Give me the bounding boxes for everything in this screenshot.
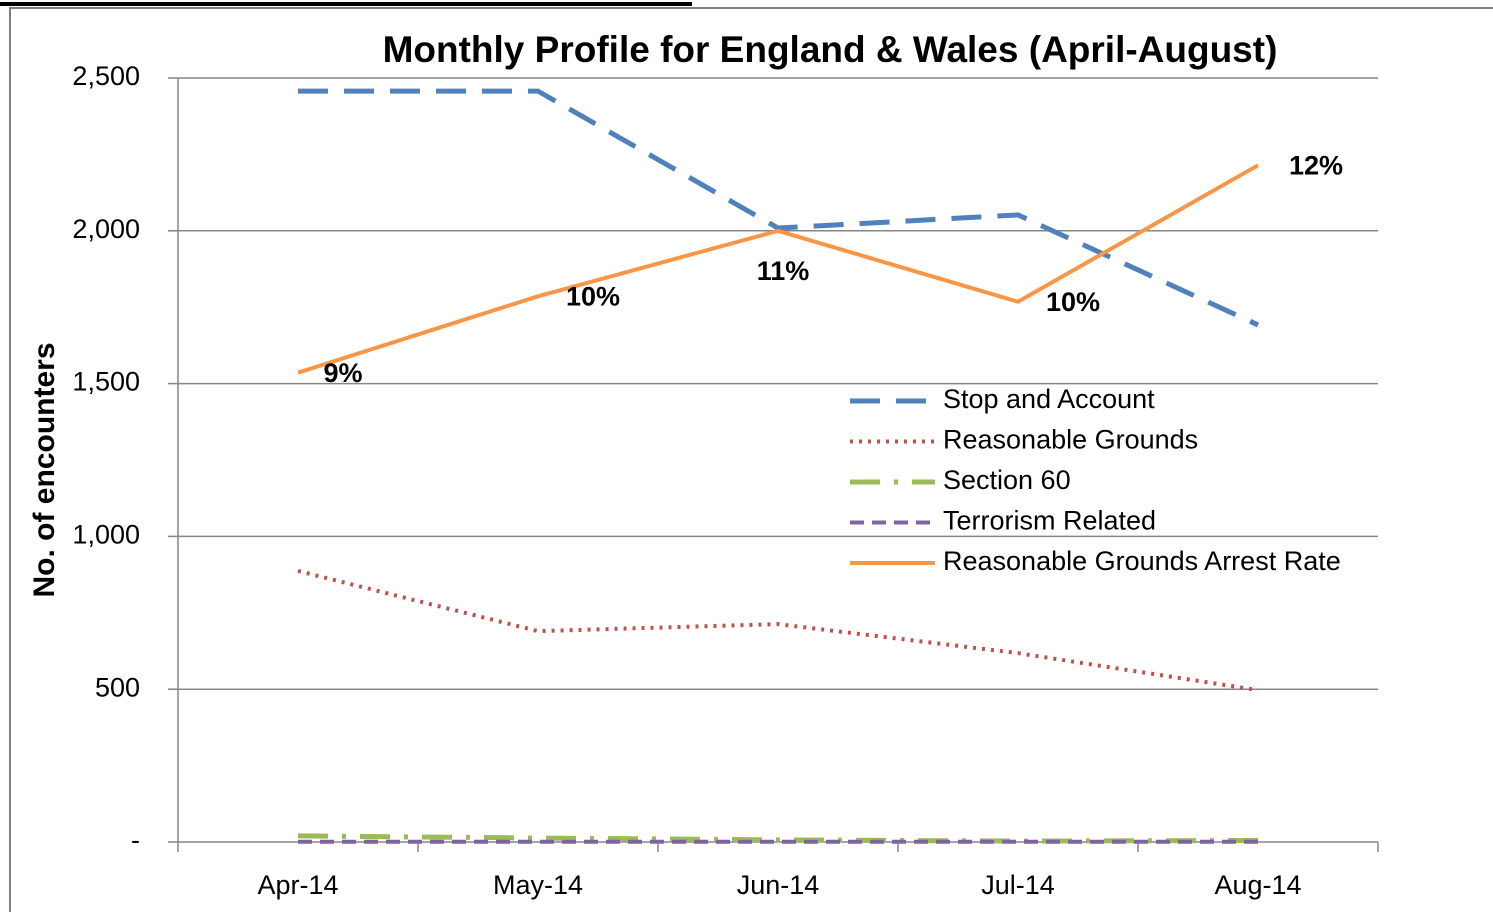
legend-label: Terrorism Related — [943, 506, 1156, 536]
data-label: 12% — [1289, 150, 1343, 180]
chart-title: Monthly Profile for England & Wales (Apr… — [383, 29, 1278, 70]
y-tick-label: - — [131, 825, 140, 855]
y-axis-label: No. of encounters — [28, 342, 61, 597]
series-line — [298, 88, 1260, 328]
legend-label: Stop and Account — [943, 384, 1155, 414]
x-tick-label: Jul-14 — [981, 870, 1055, 900]
x-tick-label: May-14 — [493, 870, 583, 900]
legend-label: Reasonable Grounds — [943, 425, 1198, 455]
series-line — [297, 833, 1259, 844]
y-tick-label: 1,000 — [72, 520, 140, 550]
series-line — [297, 568, 1259, 693]
y-tick-label: 2,000 — [72, 214, 140, 244]
y-tick-label: 500 — [95, 672, 140, 702]
series-line — [297, 163, 1259, 375]
x-tick-label: Jun-14 — [737, 870, 820, 900]
legend-label: Reasonable Grounds Arrest Rate — [943, 546, 1341, 576]
data-label: 10% — [1046, 287, 1100, 317]
data-label: 9% — [323, 358, 362, 388]
y-tick-label: 1,500 — [72, 367, 140, 397]
legend-label: Section 60 — [943, 465, 1071, 495]
data-label: 11% — [757, 256, 810, 286]
x-tick-label: Aug-14 — [1214, 870, 1301, 900]
data-label: 10% — [566, 281, 620, 311]
x-tick-label: Apr-14 — [257, 870, 338, 900]
y-tick-label: 2,500 — [72, 61, 140, 91]
frame — [9, 7, 1493, 912]
